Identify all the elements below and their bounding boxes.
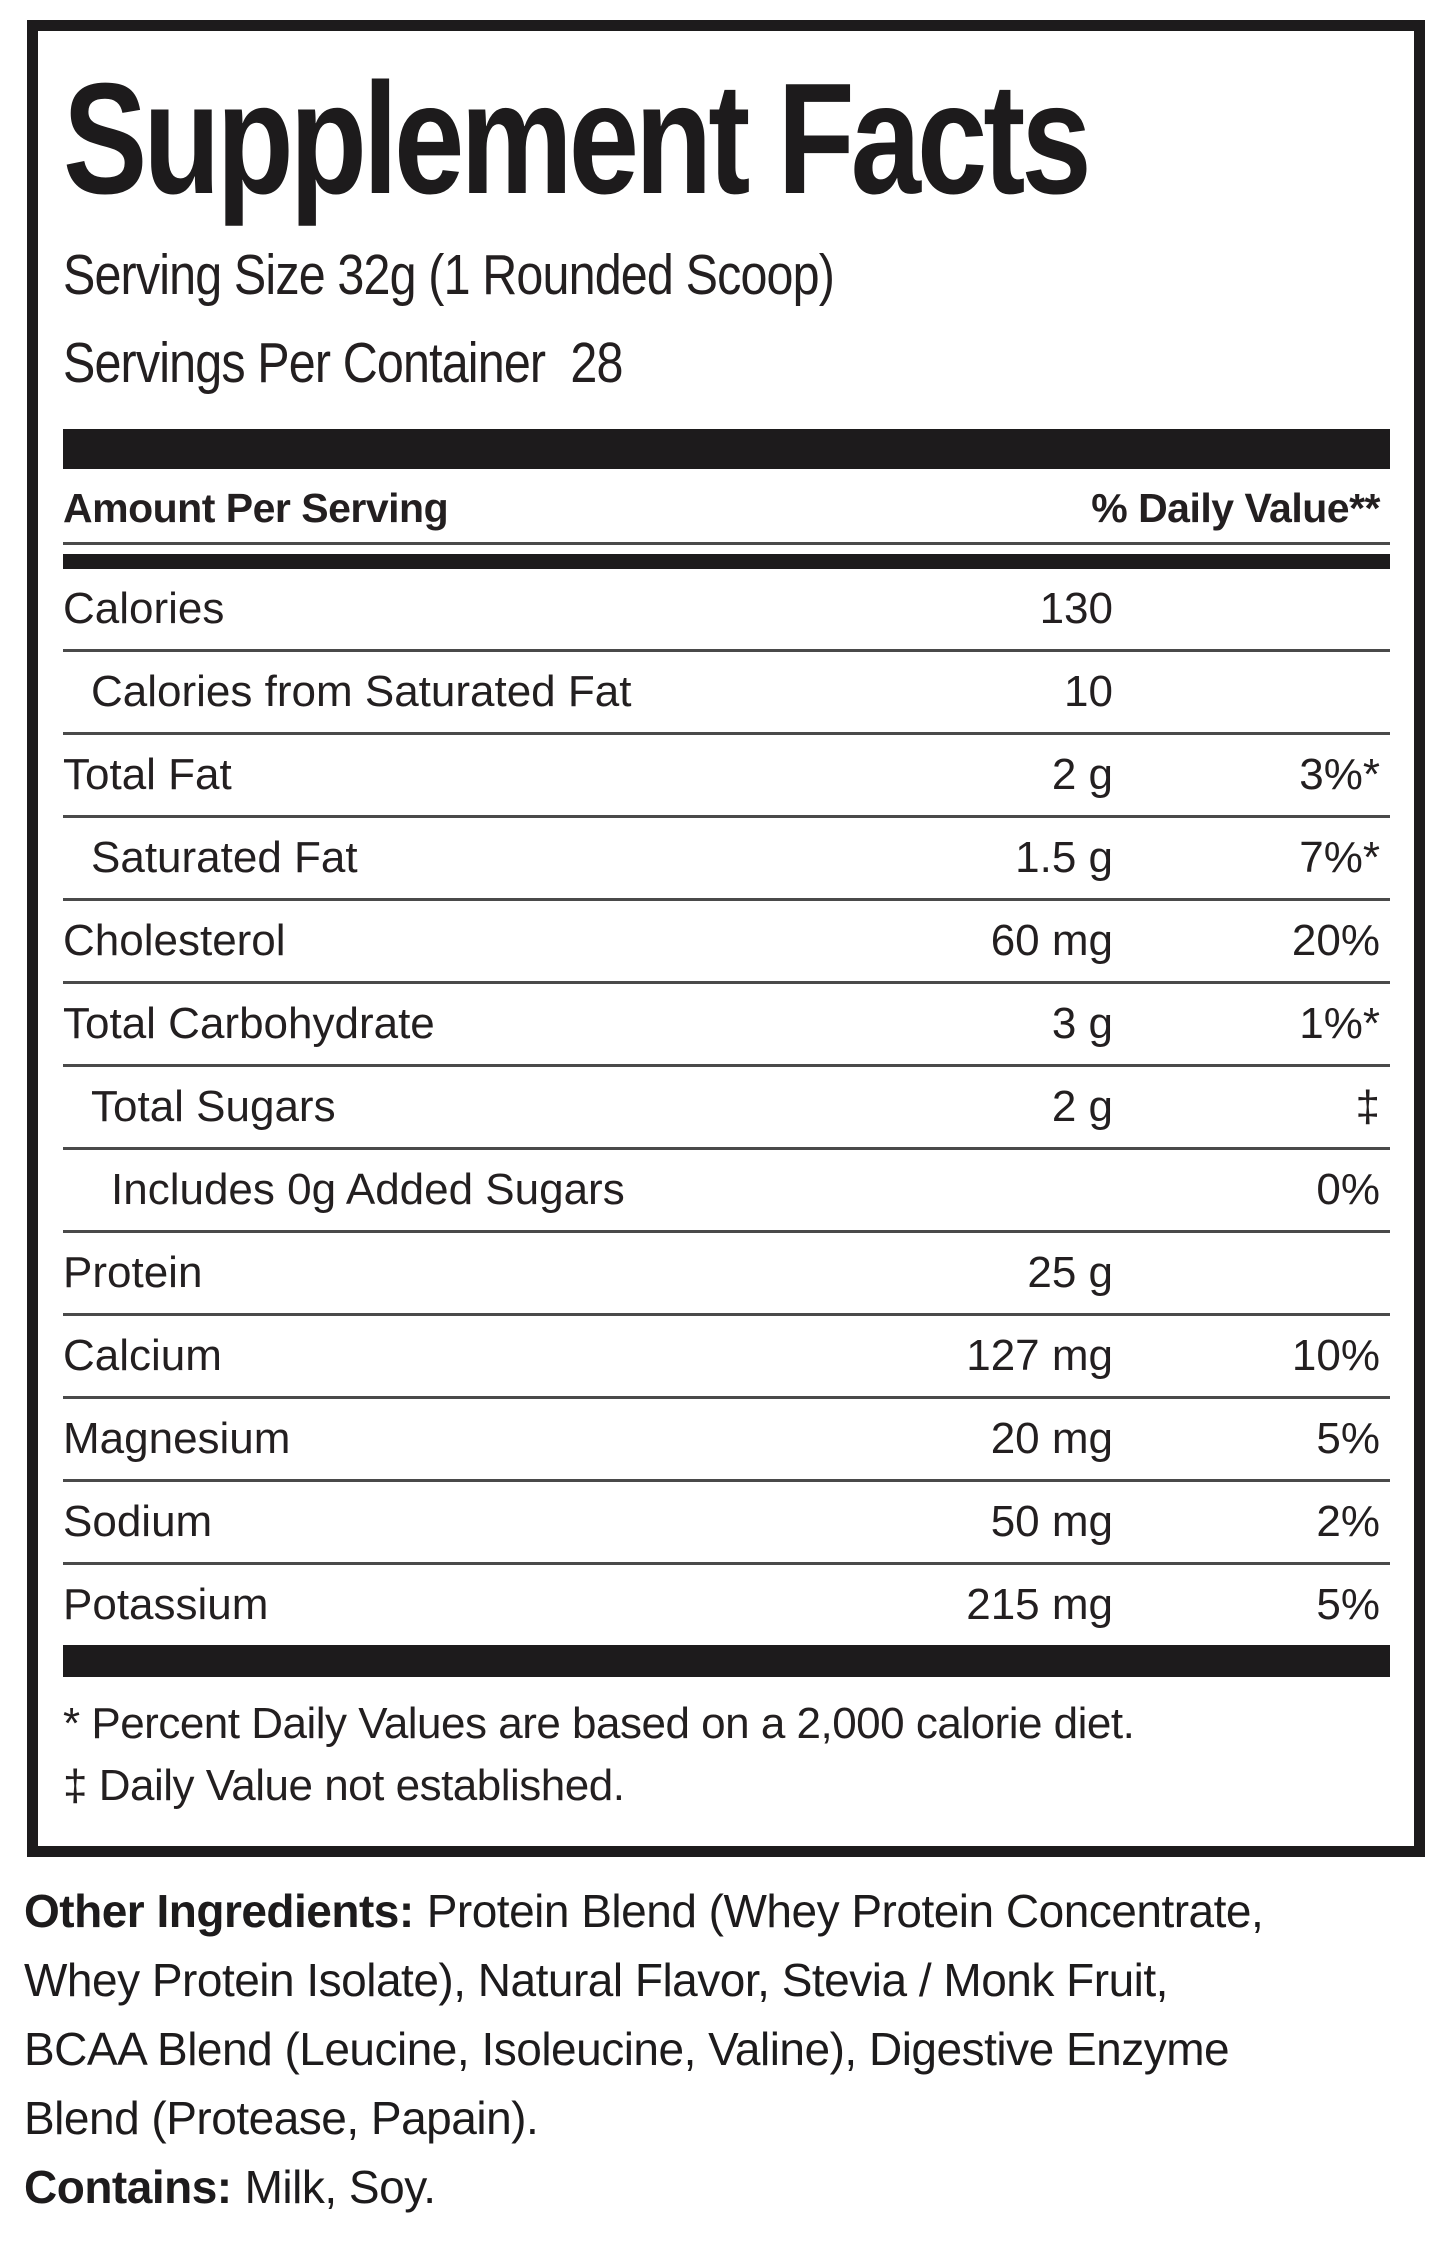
row-amount: 50 mg — [990, 1496, 1113, 1546]
row-amount: 1.5 g — [1015, 832, 1113, 882]
row-label: Potassium — [63, 1579, 269, 1629]
row-daily-value: 7%* — [1299, 832, 1380, 882]
divider-thick-bottom — [63, 1644, 1390, 1677]
other-ingredients-line-4: Blend (Protease, Papain). — [24, 2092, 539, 2144]
supplement-facts-panel: Supplement Facts Serving Size 32g (1 Rou… — [27, 20, 1425, 1857]
amount-per-serving-header: Amount Per Serving — [63, 484, 449, 531]
row-daily-value: ‡ — [1355, 1081, 1380, 1131]
serving-size-line: Serving Size 32g (1 Rounded Scoop) — [63, 242, 835, 307]
row-amount: 127 mg — [966, 1330, 1113, 1380]
row-label: Magnesium — [63, 1413, 291, 1463]
other-ingredients-line-2: Whey Protein Isolate), Natural Flavor, S… — [24, 1954, 1168, 2006]
footnote-not-established: ‡ Daily Value not established. — [63, 1760, 625, 1810]
daily-value-header: % Daily Value** — [1091, 484, 1380, 531]
row-cholesterol: Cholesterol 60 mg 20% — [63, 901, 1390, 984]
other-ingredients-text: Protein Blend (Whey Protein Concentrate, — [426, 1885, 1264, 1937]
table-header-row: Amount Per Serving % Daily Value** — [63, 469, 1390, 545]
row-label: Cholesterol — [63, 915, 286, 965]
row-daily-value: 20% — [1291, 915, 1380, 965]
row-label: Calcium — [63, 1330, 222, 1380]
row-amount: 215 mg — [966, 1579, 1113, 1629]
row-total-fat: Total Fat 2 g 3%* — [63, 735, 1390, 818]
footnote-daily-values: * Percent Daily Values are based on a 2,… — [63, 1698, 1135, 1748]
contains-label: Contains: — [24, 2161, 232, 2213]
row-total-sugars: Total Sugars 2 g ‡ — [63, 1067, 1390, 1150]
row-daily-value: 5% — [1316, 1413, 1380, 1463]
contains-line: Contains: Milk, Soy. — [24, 2153, 1424, 2222]
row-amount: 25 g — [1027, 1247, 1113, 1297]
row-label: Saturated Fat — [91, 832, 358, 882]
divider-medium — [63, 553, 1390, 569]
row-label: Includes 0g Added Sugars — [111, 1164, 625, 1214]
row-daily-value: 2% — [1316, 1496, 1380, 1546]
row-calories-from-saturated-fat: Calories from Saturated Fat 10 — [63, 652, 1390, 735]
row-magnesium: Magnesium 20 mg 5% — [63, 1399, 1390, 1482]
row-amount: 130 — [1039, 583, 1113, 633]
row-amount: 2 g — [1051, 749, 1113, 799]
row-potassium: Potassium 215 mg 5% — [63, 1565, 1390, 1645]
row-daily-value: 10% — [1291, 1330, 1380, 1380]
contains-text: Milk, Soy. — [244, 2161, 436, 2213]
row-total-carbohydrate: Total Carbohydrate 3 g 1%* — [63, 984, 1390, 1067]
row-amount: 3 g — [1051, 998, 1113, 1048]
row-amount: 2 g — [1051, 1081, 1113, 1131]
servings-per-container-line: Servings Per Container 28 — [63, 330, 623, 395]
footnotes: * Percent Daily Values are based on a 2,… — [63, 1677, 1390, 1817]
row-label: Total Carbohydrate — [63, 998, 435, 1048]
row-saturated-fat: Saturated Fat 1.5 g 7%* — [63, 818, 1390, 901]
other-ingredients-line-1: Other Ingredients: Protein Blend (Whey Pr… — [24, 1877, 1424, 1946]
row-label: Calories — [63, 583, 225, 633]
row-label: Total Fat — [63, 749, 232, 799]
row-label: Calories from Saturated Fat — [91, 666, 632, 716]
other-ingredients-label: Other Ingredients: — [24, 1885, 414, 1937]
row-sodium: Sodium 50 mg 2% — [63, 1482, 1390, 1565]
row-daily-value: 3%* — [1299, 749, 1380, 799]
other-ingredients-line-3: BCAA Blend (Leucine, Isoleucine, Valine)… — [24, 2023, 1230, 2075]
row-label: Protein — [63, 1247, 203, 1297]
row-includes-added-sugars: Includes 0g Added Sugars 0% — [63, 1150, 1390, 1233]
row-daily-value: 5% — [1316, 1579, 1380, 1629]
row-label: Sodium — [63, 1496, 213, 1546]
row-daily-value: 0% — [1316, 1164, 1380, 1214]
nutrient-table: Calories 130 Calories from Saturated Fat… — [63, 569, 1390, 1645]
row-amount: 60 mg — [990, 915, 1113, 965]
row-protein: Protein 25 g — [63, 1233, 1390, 1316]
row-calcium: Calcium 127 mg 10% — [63, 1316, 1390, 1399]
divider-thick-top — [63, 428, 1390, 469]
row-daily-value: 1%* — [1299, 998, 1380, 1048]
row-amount: 20 mg — [990, 1413, 1113, 1463]
row-calories: Calories 130 — [63, 569, 1390, 652]
ingredients-section: Other Ingredients: Protein Blend (Whey Pr… — [24, 1877, 1424, 2222]
row-amount: 10 — [1064, 666, 1113, 716]
panel-title: Supplement Facts — [63, 51, 1092, 227]
row-label: Total Sugars — [91, 1081, 336, 1131]
